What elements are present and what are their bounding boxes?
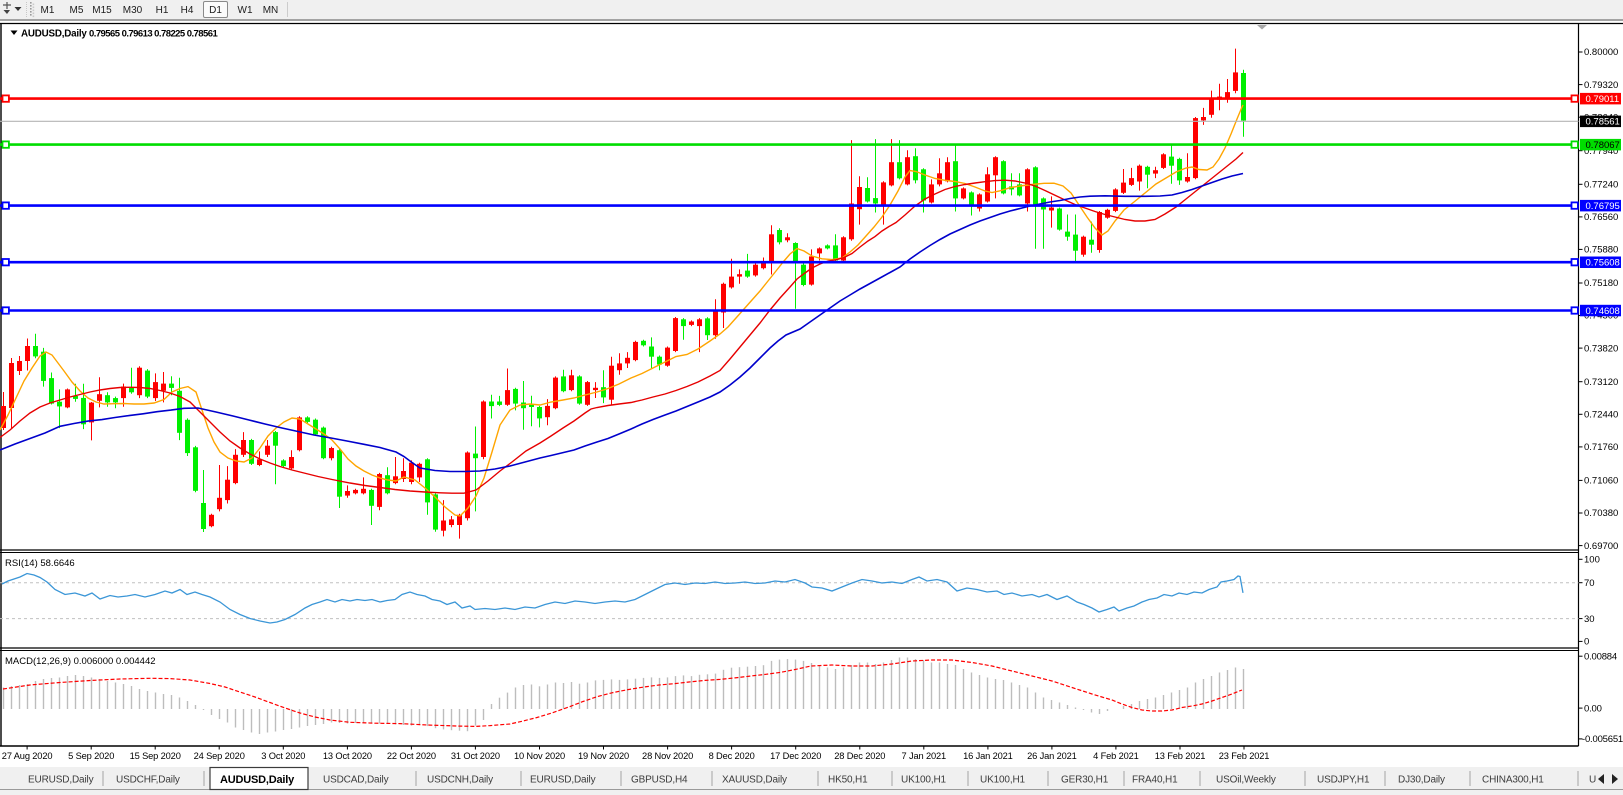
svg-text:100: 100 [1584, 555, 1600, 566]
svg-text:M30: M30 [123, 5, 143, 16]
svg-text:GER30,H1: GER30,H1 [1061, 775, 1109, 786]
svg-text:0.78067: 0.78067 [1586, 140, 1620, 151]
svg-text:19 Nov 2020: 19 Nov 2020 [578, 751, 629, 761]
svg-text:0.71060: 0.71060 [1584, 476, 1618, 487]
svg-text:0.71760: 0.71760 [1584, 442, 1618, 453]
svg-text:0.78561: 0.78561 [1586, 117, 1620, 128]
svg-text:M5: M5 [70, 5, 84, 16]
svg-text:13 Feb 2021: 13 Feb 2021 [1155, 751, 1206, 761]
svg-text:EURUSD,Daily: EURUSD,Daily [530, 775, 596, 786]
svg-text:MACD(12,26,9) 0.006000 0.00444: MACD(12,26,9) 0.006000 0.004442 [5, 656, 156, 667]
svg-text:30: 30 [1584, 614, 1595, 625]
svg-text:FRA40,H1: FRA40,H1 [1132, 775, 1178, 786]
svg-text:0.69700: 0.69700 [1584, 541, 1618, 552]
svg-text:7 Jan 2021: 7 Jan 2021 [902, 751, 947, 761]
svg-text:0.76560: 0.76560 [1584, 212, 1618, 223]
svg-text:28 Nov 2020: 28 Nov 2020 [642, 751, 693, 761]
svg-text:DJ30,Daily: DJ30,Daily [1398, 775, 1445, 786]
svg-text:0.75180: 0.75180 [1584, 278, 1618, 289]
svg-text:0.79565 0.79613 0.78225 0.7856: 0.79565 0.79613 0.78225 0.78561 [89, 29, 218, 40]
svg-text:0: 0 [1584, 637, 1589, 648]
svg-text:EURUSD,Daily: EURUSD,Daily [28, 775, 94, 786]
svg-text:U: U [1589, 775, 1596, 786]
svg-text:4 Feb 2021: 4 Feb 2021 [1093, 751, 1139, 761]
svg-text:RSI(14) 58.6646: RSI(14) 58.6646 [5, 558, 75, 569]
svg-text:13 Oct 2020: 13 Oct 2020 [323, 751, 372, 761]
svg-text:5 Sep 2020: 5 Sep 2020 [68, 751, 114, 761]
svg-text:CHINA300,H1: CHINA300,H1 [1482, 775, 1544, 786]
svg-text:0.00884: 0.00884 [1584, 651, 1617, 662]
svg-text:0.79320: 0.79320 [1584, 80, 1618, 91]
svg-text:0.79011: 0.79011 [1586, 94, 1620, 105]
svg-text:26 Jan 2021: 26 Jan 2021 [1027, 751, 1077, 761]
svg-text:31 Oct 2020: 31 Oct 2020 [451, 751, 500, 761]
svg-text:USDCHF,Daily: USDCHF,Daily [116, 775, 180, 786]
svg-text:28 Dec 2020: 28 Dec 2020 [834, 751, 885, 761]
svg-text:70: 70 [1584, 578, 1595, 589]
svg-text:USDCAD,Daily: USDCAD,Daily [323, 775, 389, 786]
svg-text:15 Sep 2020: 15 Sep 2020 [130, 751, 181, 761]
svg-text:3 Oct 2020: 3 Oct 2020 [261, 751, 305, 761]
svg-text:0.74608: 0.74608 [1586, 306, 1620, 317]
svg-text:H1: H1 [156, 5, 169, 16]
svg-text:0.72440: 0.72440 [1584, 410, 1618, 421]
svg-text:22 Oct 2020: 22 Oct 2020 [387, 751, 436, 761]
svg-text:0.73120: 0.73120 [1584, 377, 1618, 388]
svg-text:H4: H4 [181, 5, 194, 16]
svg-text:0.75608: 0.75608 [1586, 258, 1620, 269]
svg-text:-0.005651: -0.005651 [1582, 734, 1623, 745]
svg-text:USDJPY,H1: USDJPY,H1 [1317, 775, 1370, 786]
svg-text:0.77240: 0.77240 [1584, 180, 1618, 191]
svg-text:MN: MN [263, 5, 279, 16]
svg-text:USDCNH,Daily: USDCNH,Daily [427, 775, 493, 786]
svg-text:M15: M15 [92, 5, 112, 16]
svg-text:W1: W1 [238, 5, 253, 16]
svg-text:8 Dec 2020: 8 Dec 2020 [709, 751, 755, 761]
svg-text:GBPUSD,H4: GBPUSD,H4 [631, 775, 688, 786]
svg-text:16 Jan 2021: 16 Jan 2021 [963, 751, 1013, 761]
svg-text:0.70380: 0.70380 [1584, 508, 1618, 519]
svg-text:UK100,H1: UK100,H1 [901, 775, 947, 786]
svg-text:17 Dec 2020: 17 Dec 2020 [770, 751, 821, 761]
svg-text:HK50,H1: HK50,H1 [828, 775, 868, 786]
svg-text:0.00: 0.00 [1584, 703, 1602, 714]
svg-text:0.80000: 0.80000 [1584, 47, 1618, 58]
svg-text:24 Sep 2020: 24 Sep 2020 [194, 751, 245, 761]
svg-text:M1: M1 [41, 5, 55, 16]
svg-text:0.73820: 0.73820 [1584, 343, 1618, 354]
svg-text:D1: D1 [209, 5, 222, 16]
svg-text:AUDUSD,Daily: AUDUSD,Daily [220, 774, 295, 786]
svg-text:XAUUSD,Daily: XAUUSD,Daily [722, 775, 787, 786]
svg-text:10 Nov 2020: 10 Nov 2020 [514, 751, 565, 761]
svg-text:0.75880: 0.75880 [1584, 245, 1618, 256]
svg-text:AUDUSD,Daily: AUDUSD,Daily [21, 29, 87, 40]
svg-text:0.76795: 0.76795 [1586, 201, 1620, 212]
svg-text:USOil,Weekly: USOil,Weekly [1216, 775, 1276, 786]
svg-text:27 Aug 2020: 27 Aug 2020 [2, 751, 53, 761]
svg-text:UK100,H1: UK100,H1 [980, 775, 1026, 786]
svg-text:0.77940: 0.77940 [1584, 146, 1618, 157]
svg-text:23 Feb 2021: 23 Feb 2021 [1219, 751, 1270, 761]
